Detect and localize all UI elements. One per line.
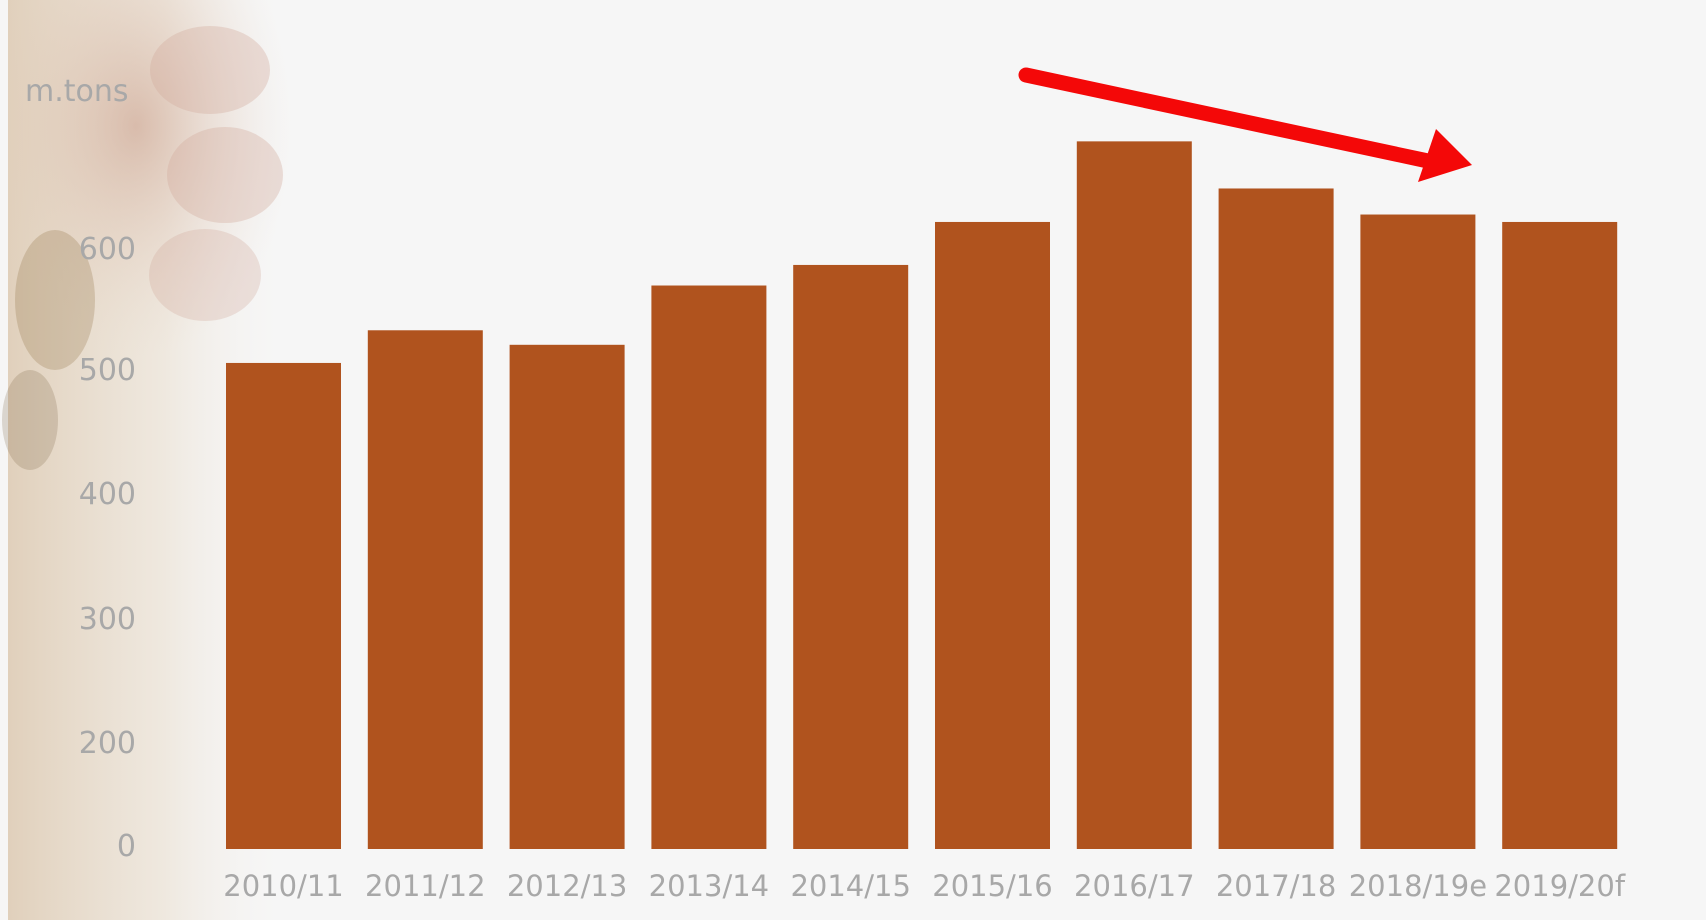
x-tick-label: 2014/15 <box>790 869 910 903</box>
bar <box>1218 188 1334 850</box>
bar <box>651 285 767 849</box>
y-axis: m.tons 0 200 300 400 500 600 <box>25 74 136 864</box>
bar <box>793 264 909 849</box>
bar <box>367 330 483 849</box>
y-tick-label: 200 <box>79 726 136 761</box>
x-tick-label: 2017/18 <box>1216 869 1336 903</box>
y-axis-unit-label: m.tons <box>25 74 129 109</box>
annotation-layer <box>1018 67 1472 182</box>
x-tick-label: 2016/17 <box>1074 869 1194 903</box>
y-tick-label: 300 <box>79 602 136 637</box>
x-tick-label: 2012/13 <box>507 869 627 903</box>
x-tick-label: 2011/12 <box>365 869 485 903</box>
bar <box>1502 221 1618 849</box>
trend-arrow-head <box>1418 129 1472 182</box>
bar <box>226 362 341 849</box>
x-tick-label: 2013/14 <box>649 869 769 903</box>
bar <box>509 344 625 849</box>
y-tick-label: 500 <box>79 353 136 388</box>
x-tick-label: 2019/20f <box>1494 869 1625 903</box>
bar <box>1076 141 1192 850</box>
bar <box>1360 214 1476 849</box>
x-tick-label: 2015/16 <box>932 869 1052 903</box>
y-tick-label: 0 <box>117 829 136 864</box>
y-tick-label: 600 <box>79 232 136 267</box>
trend-arrow-shaft <box>1018 67 1436 169</box>
y-tick-label: 400 <box>79 477 136 512</box>
bar <box>935 221 1050 849</box>
x-tick-label: 2018/19e <box>1349 869 1487 903</box>
x-axis: 2010/11 2011/12 2012/13 2013/14 2014/15 2015/… <box>223 869 1626 903</box>
bar-series <box>226 141 1618 850</box>
x-tick-label: 2010/11 <box>223 869 343 903</box>
